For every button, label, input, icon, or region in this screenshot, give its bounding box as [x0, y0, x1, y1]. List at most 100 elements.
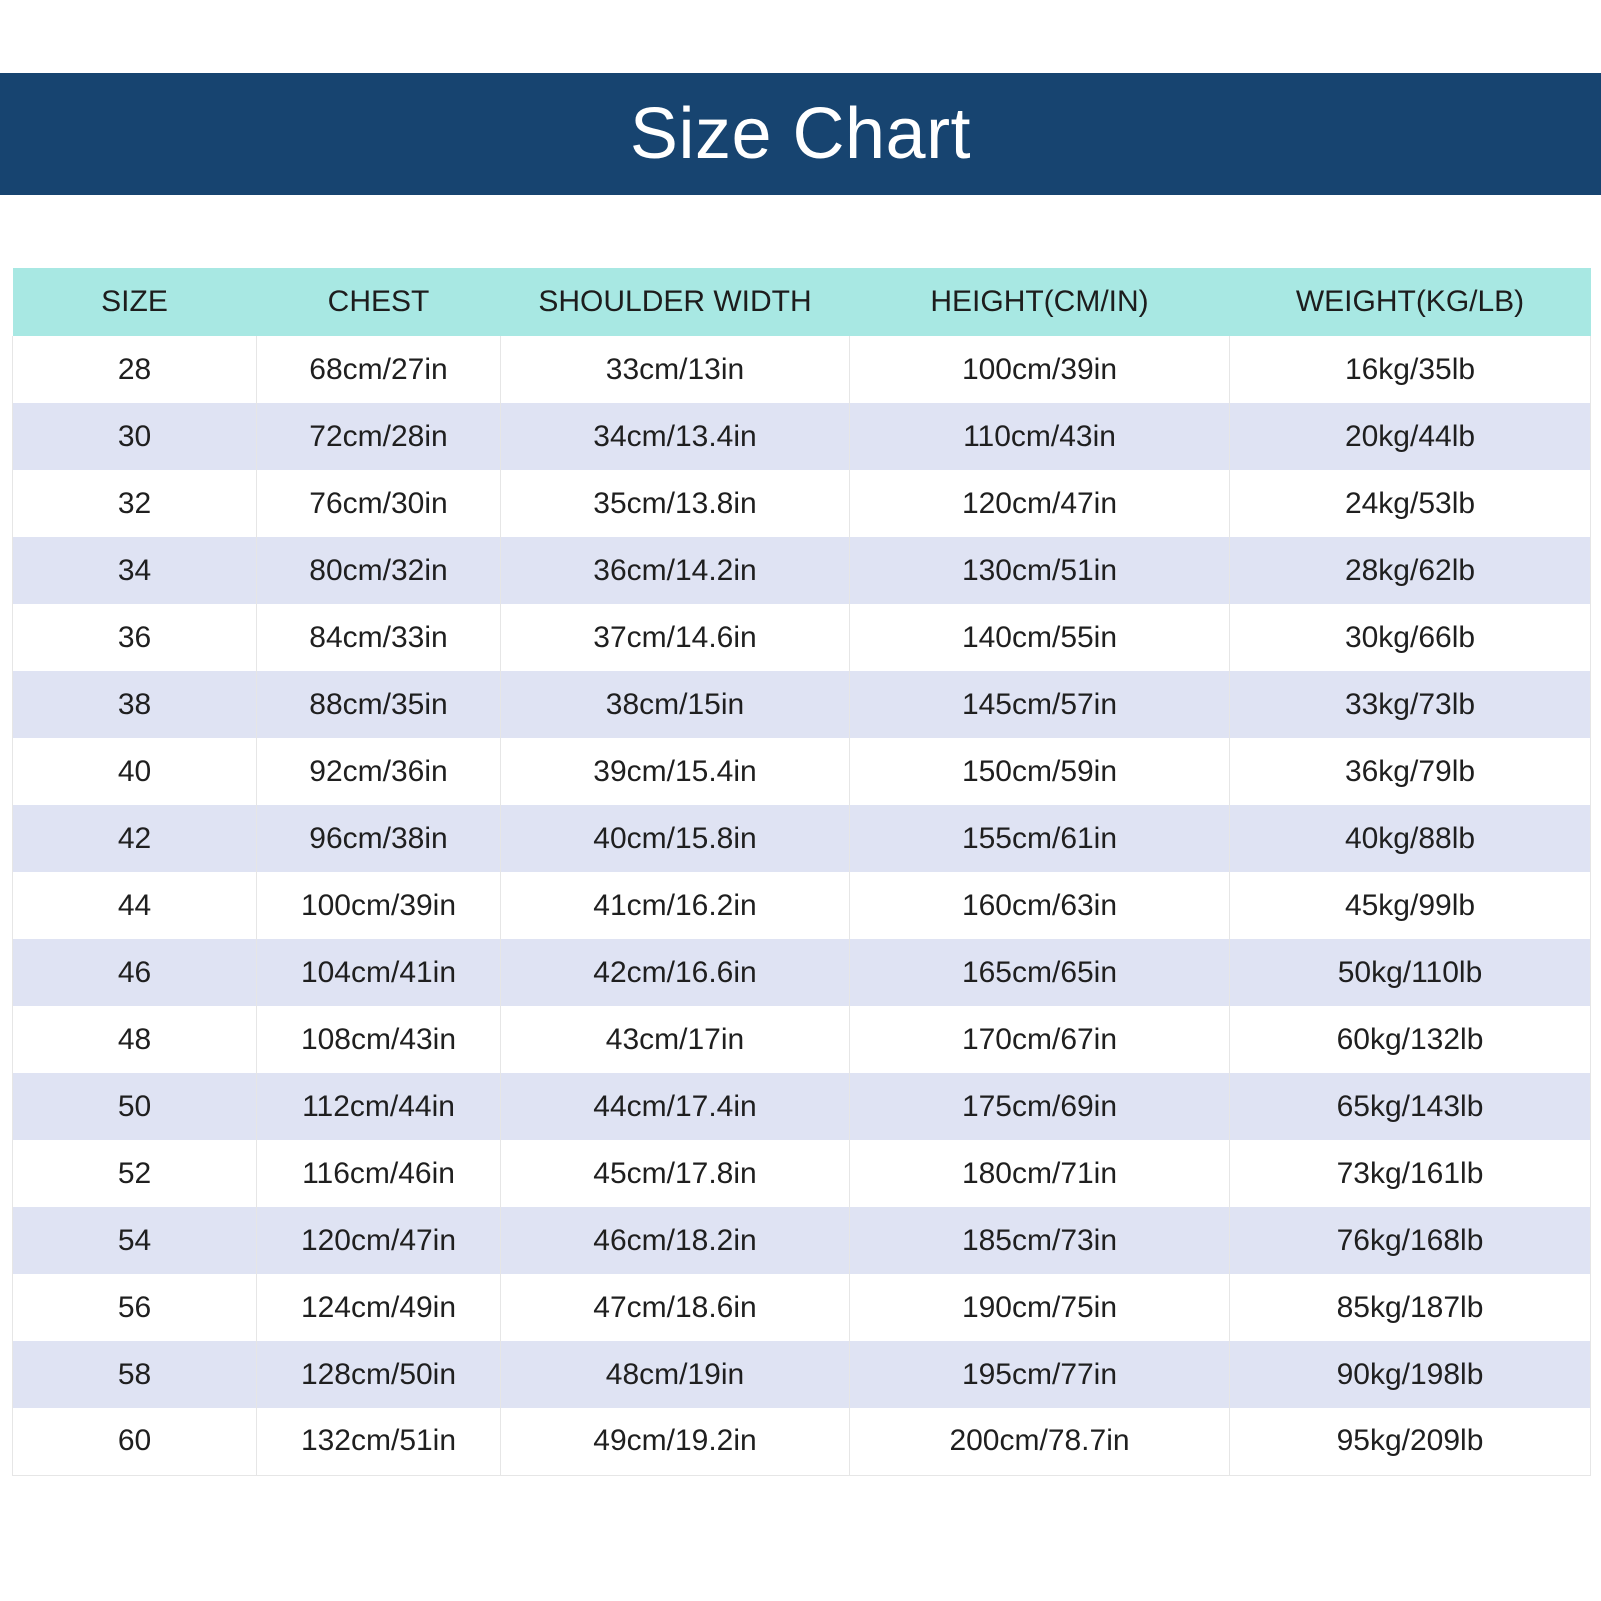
cell-shoulder-width: 42cm/16.6in	[500, 939, 850, 1006]
cell-weight: 45kg/99lb	[1229, 872, 1591, 939]
cell-shoulder-width: 36cm/14.2in	[500, 537, 850, 604]
cell-shoulder-width: 33cm/13in	[500, 336, 850, 403]
table-row: 32 76cm/30in 35cm/13.8in 120cm/47in 24kg/53l…	[12, 470, 1591, 537]
cell-chest: 72cm/28in	[256, 403, 501, 470]
cell-chest: 132cm/51in	[256, 1408, 501, 1476]
cell-size: 38	[12, 671, 257, 738]
cell-shoulder-width: 40cm/15.8in	[500, 805, 850, 872]
cell-chest: 88cm/35in	[256, 671, 501, 738]
cell-size: 54	[12, 1207, 257, 1274]
cell-chest: 92cm/36in	[256, 738, 501, 805]
cell-chest: 124cm/49in	[256, 1274, 501, 1341]
cell-shoulder-width: 41cm/16.2in	[500, 872, 850, 939]
cell-size: 60	[12, 1408, 257, 1476]
table-row: 34 80cm/32in 36cm/14.2in 130cm/51in 28kg/62l…	[12, 537, 1591, 604]
cell-size: 28	[12, 336, 257, 403]
cell-chest: 116cm/46in	[256, 1140, 501, 1207]
cell-shoulder-width: 44cm/17.4in	[500, 1073, 850, 1140]
cell-height: 130cm/51in	[849, 537, 1230, 604]
cell-weight: 60kg/132lb	[1229, 1006, 1591, 1073]
header-chest: CHEST	[327, 285, 430, 318]
cell-size: 30	[12, 403, 257, 470]
cell-shoulder-width: 49cm/19.2in	[500, 1408, 850, 1476]
table-row: 40 92cm/36in 39cm/15.4in 150cm/59in 36kg/79l…	[12, 738, 1591, 805]
cell-weight: 24kg/53lb	[1229, 470, 1591, 537]
cell-size: 44	[12, 872, 257, 939]
cell-chest: 76cm/30in	[256, 470, 501, 537]
cell-size: 42	[12, 805, 257, 872]
table-header-row: SIZE CHEST SHOULDER WIDTH HEIGHT(CM/IN) …	[12, 268, 1591, 336]
cell-weight: 85kg/187lb	[1229, 1274, 1591, 1341]
table-row: 42 96cm/38in 40cm/15.8in 155cm/61in 40kg/88l…	[12, 805, 1591, 872]
cell-chest: 120cm/47in	[256, 1207, 501, 1274]
cell-shoulder-width: 34cm/13.4in	[500, 403, 850, 470]
table-row: 38 88cm/35in 38cm/15in 145cm/57in 33kg/73lb	[12, 671, 1591, 738]
cell-shoulder-width: 48cm/19in	[500, 1341, 850, 1408]
cell-size: 32	[12, 470, 257, 537]
table-row: 58 128cm/50in 48cm/19in 195cm/77in 90kg/198l…	[12, 1341, 1591, 1408]
cell-chest: 128cm/50in	[256, 1341, 501, 1408]
cell-height: 170cm/67in	[849, 1006, 1230, 1073]
size-table: SIZE CHEST SHOULDER WIDTH HEIGHT(CM/IN) …	[12, 268, 1591, 1476]
table-row: 52 116cm/46in 45cm/17.8in 180cm/71in 73kg/16…	[12, 1140, 1591, 1207]
cell-chest: 68cm/27in	[256, 336, 501, 403]
header-shoulder-width: SHOULDER WIDTH	[538, 285, 812, 318]
cell-shoulder-width: 38cm/15in	[500, 671, 850, 738]
cell-shoulder-width: 37cm/14.6in	[500, 604, 850, 671]
cell-weight: 50kg/110lb	[1229, 939, 1591, 1006]
cell-shoulder-width: 39cm/15.4in	[500, 738, 850, 805]
cell-height: 120cm/47in	[849, 470, 1230, 537]
cell-height: 200cm/78.7in	[849, 1408, 1230, 1476]
cell-size: 36	[12, 604, 257, 671]
cell-chest: 84cm/33in	[256, 604, 501, 671]
cell-weight: 33kg/73lb	[1229, 671, 1591, 738]
table-body: 28 68cm/27in 33cm/13in 100cm/39in 16kg/35lb 3…	[12, 336, 1591, 1476]
cell-weight: 16kg/35lb	[1229, 336, 1591, 403]
table-row: 48 108cm/43in 43cm/17in 170cm/67in 60kg/132l…	[12, 1006, 1591, 1073]
cell-size: 34	[12, 537, 257, 604]
table-row: 56 124cm/49in 47cm/18.6in 190cm/75in 85kg/18…	[12, 1274, 1591, 1341]
title-banner: Size Chart	[0, 73, 1601, 195]
cell-height: 160cm/63in	[849, 872, 1230, 939]
cell-chest: 80cm/32in	[256, 537, 501, 604]
table-row: 28 68cm/27in 33cm/13in 100cm/39in 16kg/35lb	[12, 336, 1591, 403]
cell-weight: 95kg/209lb	[1229, 1408, 1591, 1476]
cell-height: 185cm/73in	[849, 1207, 1230, 1274]
cell-chest: 96cm/38in	[256, 805, 501, 872]
header-size: SIZE	[101, 285, 168, 318]
cell-height: 145cm/57in	[849, 671, 1230, 738]
cell-chest: 104cm/41in	[256, 939, 501, 1006]
table-row: 44 100cm/39in 41cm/16.2in 160cm/63in 45kg/99…	[12, 872, 1591, 939]
cell-weight: 20kg/44lb	[1229, 403, 1591, 470]
cell-shoulder-width: 45cm/17.8in	[500, 1140, 850, 1207]
cell-shoulder-width: 46cm/18.2in	[500, 1207, 850, 1274]
cell-chest: 100cm/39in	[256, 872, 501, 939]
table-row: 36 84cm/33in 37cm/14.6in 140cm/55in 30kg/66l…	[12, 604, 1591, 671]
cell-size: 52	[12, 1140, 257, 1207]
cell-height: 165cm/65in	[849, 939, 1230, 1006]
cell-weight: 40kg/88lb	[1229, 805, 1591, 872]
table-row: 60 132cm/51in 49cm/19.2in 200cm/78.7in 95kg/…	[12, 1408, 1591, 1476]
cell-weight: 90kg/198lb	[1229, 1341, 1591, 1408]
table-row: 30 72cm/28in 34cm/13.4in 110cm/43in 20kg/44l…	[12, 403, 1591, 470]
cell-height: 110cm/43in	[849, 403, 1230, 470]
cell-height: 190cm/75in	[849, 1274, 1230, 1341]
cell-height: 155cm/61in	[849, 805, 1230, 872]
cell-height: 140cm/55in	[849, 604, 1230, 671]
cell-shoulder-width: 47cm/18.6in	[500, 1274, 850, 1341]
cell-weight: 76kg/168lb	[1229, 1207, 1591, 1274]
cell-chest: 112cm/44in	[256, 1073, 501, 1140]
table-row: 54 120cm/47in 46cm/18.2in 185cm/73in 76kg/16…	[12, 1207, 1591, 1274]
cell-weight: 73kg/161lb	[1229, 1140, 1591, 1207]
cell-shoulder-width: 35cm/13.8in	[500, 470, 850, 537]
cell-size: 50	[12, 1073, 257, 1140]
cell-weight: 28kg/62lb	[1229, 537, 1591, 604]
page-title: Size Chart	[629, 94, 972, 174]
cell-shoulder-width: 43cm/17in	[500, 1006, 850, 1073]
cell-size: 46	[12, 939, 257, 1006]
cell-height: 100cm/39in	[849, 336, 1230, 403]
cell-size: 58	[12, 1341, 257, 1408]
cell-height: 180cm/71in	[849, 1140, 1230, 1207]
cell-chest: 108cm/43in	[256, 1006, 501, 1073]
header-height: HEIGHT(CM/IN)	[930, 285, 1149, 318]
